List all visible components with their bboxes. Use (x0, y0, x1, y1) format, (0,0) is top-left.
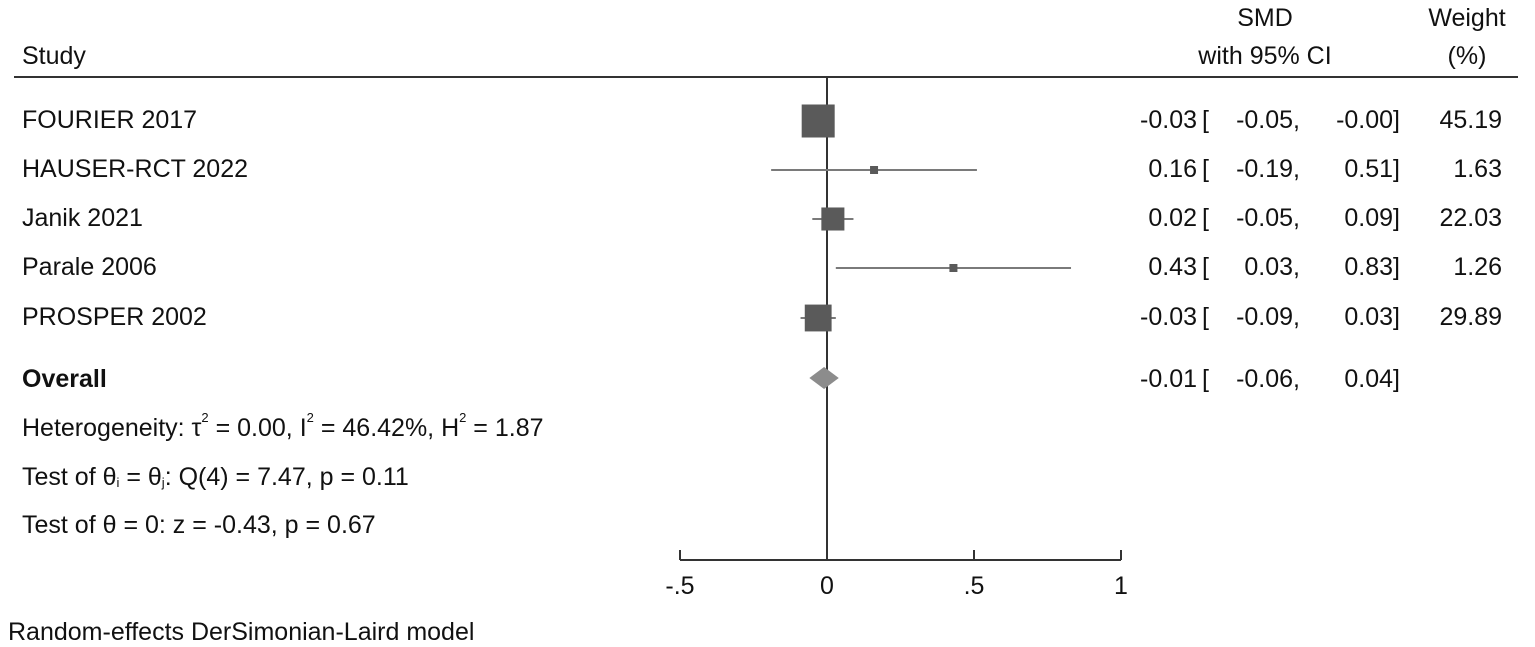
x-tick-label: 0 (820, 572, 834, 600)
i-value: = 46.42%, H (313, 414, 460, 442)
header-smd: SMD (1237, 4, 1293, 32)
study-name: Janik 2021 (22, 204, 143, 232)
overall-ci-high: 0.04] (1344, 365, 1400, 393)
overall-label: Overall (22, 365, 107, 393)
study-marker-0 (801, 104, 835, 138)
ci-open-bracket: [ (1202, 253, 1209, 281)
homogeneity-test: Test of θi = θj: Q(4) = 7.47, p = 0.11 (22, 465, 409, 490)
ci-open-bracket: [ (1202, 303, 1209, 331)
model-note: Random-effects DerSimonian-Laird model (8, 618, 475, 646)
ci-open-bracket: [ (1202, 106, 1209, 134)
study-ci-high: 0.83] (1344, 253, 1400, 281)
study-ci-high: 0.03] (1344, 303, 1400, 331)
study-name: PROSPER 2002 (22, 303, 207, 331)
overall-smd: -0.01 (1140, 365, 1197, 393)
study-ci-high: -0.00] (1336, 106, 1400, 134)
x-tick-label: .5 (963, 572, 985, 600)
h-sup: 2 (459, 410, 467, 425)
study-ci-low: -0.05, (1236, 204, 1300, 232)
study-ci-low: -0.05, (1236, 106, 1300, 134)
study-marker-2 (821, 207, 845, 231)
x-tick-label: 1 (1114, 572, 1128, 600)
study-smd: 0.16 (1148, 155, 1197, 183)
ci-open-bracket: [ (1202, 204, 1209, 232)
heterogeneity-stats: Heterogeneity: τ2 = 0.00, I2 = 46.42%, H… (22, 411, 544, 442)
overall-bracket: [ (1202, 365, 1209, 393)
test1-a: Test of θ (22, 463, 117, 491)
effect-test: Test of θ = 0: z = -0.43, p = 0.67 (22, 511, 376, 539)
study-name: FOURIER 2017 (22, 106, 198, 134)
x-tick-label: -.5 (665, 572, 695, 600)
study-smd: 0.02 (1148, 204, 1197, 232)
study-weight: 22.03 (1439, 204, 1502, 232)
h-value: = 1.87 (466, 414, 544, 442)
study-smd: -0.03 (1140, 303, 1197, 331)
header-weight-unit: (%) (1447, 42, 1487, 70)
study-name: Parale 2006 (22, 253, 157, 281)
study-marker-3 (949, 264, 958, 272)
study-weight: 1.26 (1453, 253, 1502, 281)
header-study: Study (22, 42, 86, 70)
test1-sub-j: j (161, 475, 165, 490)
test1-b: = θ (119, 463, 162, 491)
overall-ci-low: -0.06, (1236, 365, 1300, 393)
tau-value: = 0.00, I (208, 414, 307, 442)
tau-sup: 2 (201, 410, 209, 425)
study-name: HAUSER-RCT 2022 (22, 155, 249, 183)
study-ci-high: 0.51] (1344, 155, 1400, 183)
study-ci-low: 0.03, (1244, 253, 1300, 281)
study-marker-4 (804, 304, 832, 332)
test1-c: : Q(4) = 7.47, p = 0.11 (164, 463, 409, 491)
overall-diamond (809, 367, 839, 389)
ci-open-bracket: [ (1202, 155, 1209, 183)
study-smd: -0.03 (1140, 106, 1197, 134)
header-weight: Weight (1428, 4, 1506, 32)
i-sup: 2 (306, 410, 314, 425)
study-ci-high: 0.09] (1344, 204, 1400, 232)
heterogeneity-prefix: Heterogeneity: τ (22, 414, 202, 442)
test1-sub-i: i (116, 475, 120, 490)
study-weight: 45.19 (1439, 106, 1502, 134)
study-smd: 0.43 (1148, 253, 1197, 281)
study-weight: 1.63 (1453, 155, 1502, 183)
study-ci-low: -0.19, (1236, 155, 1300, 183)
study-weight: 29.89 (1439, 303, 1502, 331)
header-ci: with 95% CI (1198, 42, 1332, 70)
study-marker-1 (870, 166, 879, 174)
study-ci-low: -0.09, (1236, 303, 1300, 331)
